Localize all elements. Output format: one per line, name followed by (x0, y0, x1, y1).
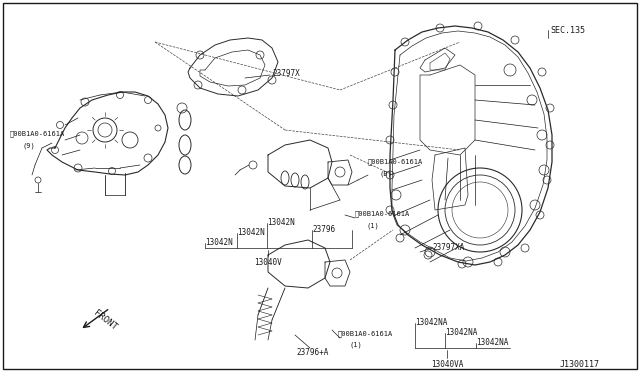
Text: 23797X: 23797X (272, 68, 300, 77)
Text: 13042NA: 13042NA (476, 338, 508, 347)
Text: 13042N: 13042N (267, 218, 295, 227)
Text: J1300117: J1300117 (560, 360, 600, 369)
Text: 13042NA: 13042NA (445, 328, 477, 337)
Text: 13042NA: 13042NA (415, 318, 447, 327)
Text: 13040V: 13040V (254, 258, 282, 267)
Text: Ⓑ00B1A0-6161A: Ⓑ00B1A0-6161A (10, 130, 65, 137)
Text: 23796+A: 23796+A (296, 348, 328, 357)
Text: Ⓑ00B1A0-6161A: Ⓑ00B1A0-6161A (355, 210, 410, 217)
Text: (B): (B) (380, 170, 393, 176)
Text: (9): (9) (22, 142, 35, 148)
Text: 13040VA: 13040VA (431, 360, 463, 369)
Text: (1): (1) (367, 222, 380, 228)
Text: 13042N: 13042N (237, 228, 265, 237)
Text: SEC.135: SEC.135 (550, 26, 585, 35)
Text: FRONT: FRONT (92, 308, 118, 331)
Text: (1): (1) (350, 342, 363, 349)
Text: Ⓑ00B1A0-6161A: Ⓑ00B1A0-6161A (338, 330, 393, 337)
Text: Ⓑ00B1A0-6161A: Ⓑ00B1A0-6161A (368, 158, 423, 164)
Text: 23797XA: 23797XA (432, 243, 465, 252)
Text: 23796: 23796 (312, 225, 335, 234)
Text: 13042N: 13042N (205, 238, 233, 247)
